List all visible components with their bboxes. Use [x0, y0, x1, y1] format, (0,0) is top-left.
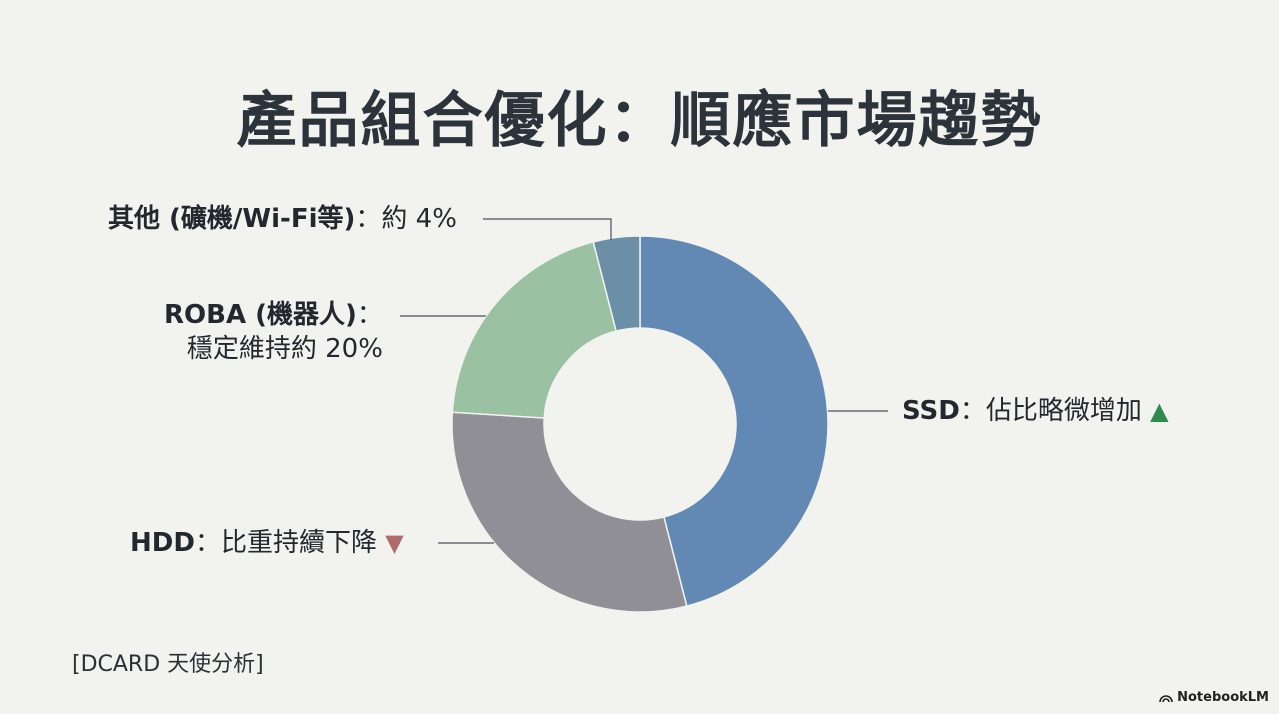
label-hdd-desc: 比重持續下降: [220, 528, 377, 558]
brand-name: NotebookLM: [1177, 690, 1269, 705]
label-ssd-desc: 佔比略微增加: [985, 396, 1142, 426]
label-roba-name: ROBA (機器人): [164, 300, 357, 330]
source-note: [DCARD 天使分析]: [72, 652, 264, 677]
label-roba-desc: 穩定維持約 20%: [186, 334, 383, 364]
label-other-sep: ：: [355, 204, 382, 234]
donut-slices: [451, 235, 829, 613]
slice-other: [592, 235, 641, 332]
label-ssd: SSD：佔比略微增加 ▲: [902, 394, 1169, 428]
label-hdd: HDD：比重持續下降 ▼: [130, 526, 404, 560]
notebooklm-logo-icon: [1159, 694, 1173, 702]
brand-watermark: NotebookLM: [1159, 690, 1269, 705]
label-ssd-sep: ：: [959, 396, 986, 426]
arrow-up-icon: ▲: [1150, 397, 1169, 425]
label-roba-sep: ：: [356, 300, 383, 330]
leader-line-other: [483, 218, 612, 240]
leader-lines: [400, 218, 888, 544]
slice-ssd: [639, 235, 829, 608]
label-roba: ROBA (機器人)： 穩定維持約 20%: [164, 298, 383, 366]
label-hdd-name: HDD: [130, 528, 195, 558]
label-other-name: 其他 (礦機/Wi-Fi等): [108, 204, 356, 234]
slice-roba: [451, 240, 618, 419]
slice-hdd: [451, 411, 688, 613]
page-title: 產品組合優化：順應市場趨勢: [236, 86, 1043, 156]
label-other-desc: 約 4%: [381, 204, 457, 234]
label-other: 其他 (礦機/Wi-Fi等)：約 4%: [108, 202, 457, 236]
label-ssd-name: SSD: [902, 396, 960, 426]
arrow-down-icon: ▼: [385, 529, 404, 557]
label-hdd-sep: ：: [194, 528, 221, 558]
